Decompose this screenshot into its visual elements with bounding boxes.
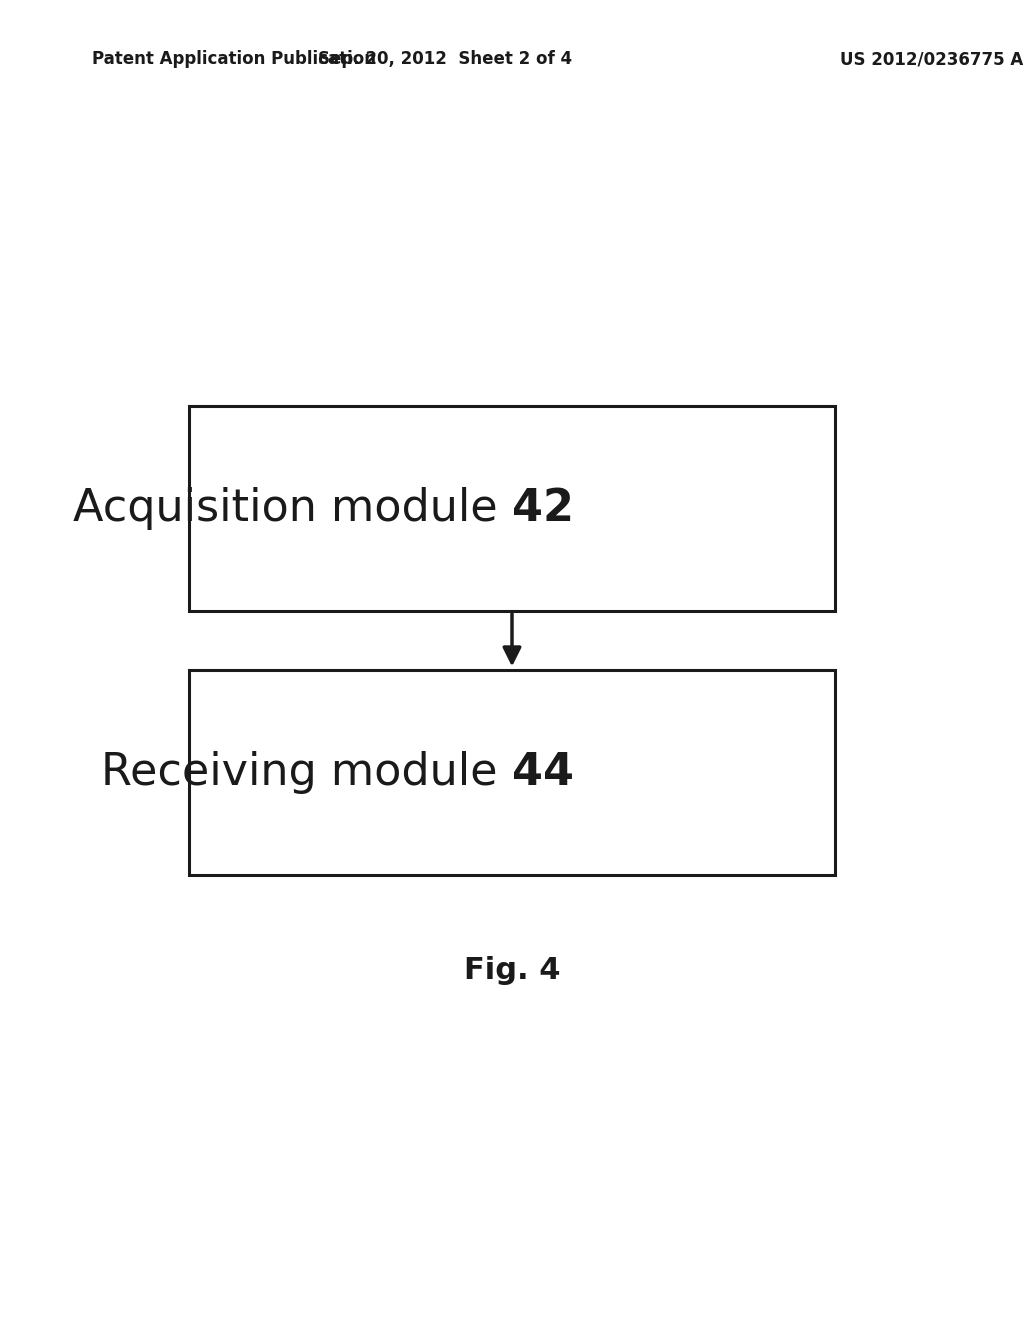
Text: Receiving module: Receiving module <box>101 751 512 793</box>
Text: Patent Application Publication: Patent Application Publication <box>92 50 376 69</box>
Text: US 2012/0236775 A1: US 2012/0236775 A1 <box>840 50 1024 69</box>
Text: Fig. 4: Fig. 4 <box>464 956 560 985</box>
Text: Sep. 20, 2012  Sheet 2 of 4: Sep. 20, 2012 Sheet 2 of 4 <box>318 50 572 69</box>
Text: 44: 44 <box>512 751 574 793</box>
Text: 42: 42 <box>512 487 574 529</box>
Bar <box>189 407 835 610</box>
Text: Acquisition module: Acquisition module <box>74 487 512 529</box>
Bar <box>189 671 835 875</box>
